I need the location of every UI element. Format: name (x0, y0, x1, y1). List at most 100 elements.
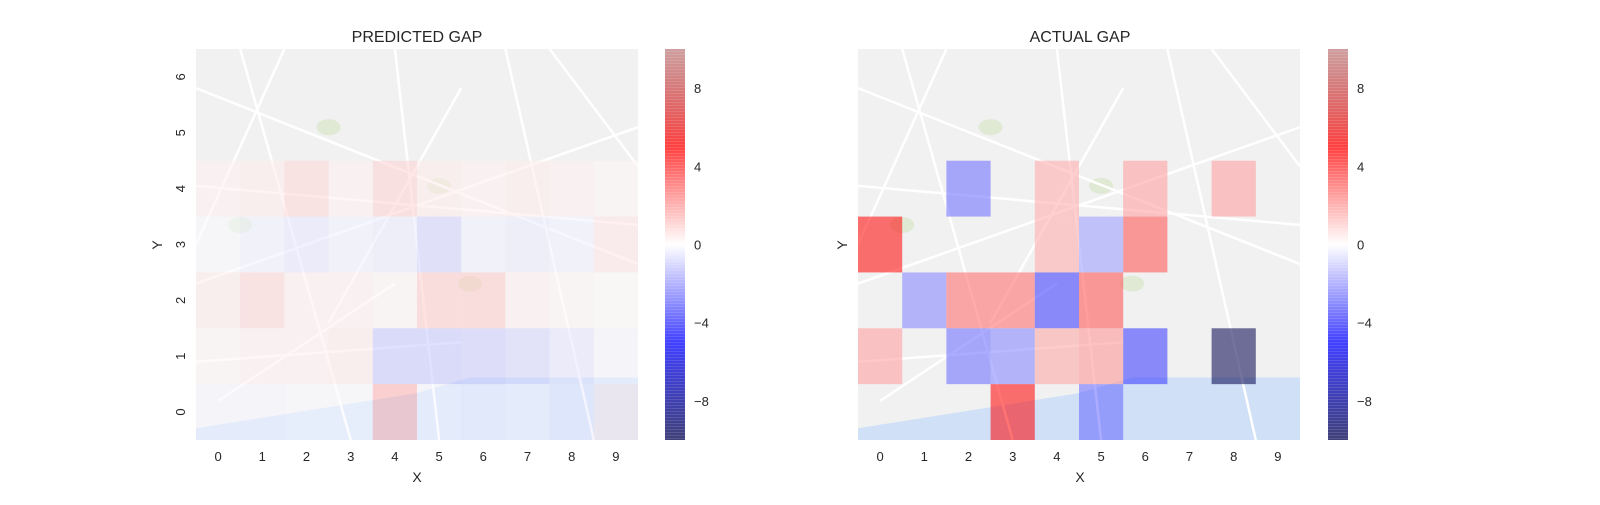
heatmap-cell-x0-y2 (196, 272, 241, 329)
heatmap-cell-x7-y1 (505, 328, 550, 385)
park-shape (316, 119, 341, 136)
heatmap-cell-x2-y0 (284, 384, 329, 440)
heatmap-cell-x3-y1 (990, 328, 1035, 385)
heatmap-cell-x1-y4 (240, 160, 285, 217)
colorbar-tick-label: −8 (694, 394, 709, 409)
colorbar-stripes (1328, 49, 1348, 440)
y-tick-label: 3 (173, 241, 188, 248)
heatmap-cell-x5-y0 (1079, 384, 1124, 440)
heatmap-cell-x5-y2 (1079, 272, 1124, 329)
heatmap-cell-x2-y4 (284, 160, 329, 217)
heatmap-cell-x3-y2 (328, 272, 373, 329)
heatmap-cell-x0-y0 (196, 384, 241, 440)
heatmap-cell-x3-y4 (328, 160, 373, 217)
colorbar-tick-label: −4 (694, 316, 709, 331)
heatmap-cell-x9-y4 (593, 160, 638, 217)
colorbar-tick-label: −8 (1357, 394, 1372, 409)
heatmap-cell-x0-y1 (858, 328, 903, 385)
heatmap-cell-x7-y3 (505, 216, 550, 273)
colorbar-tick-label: 8 (1357, 81, 1364, 96)
x-tick-label: 4 (1053, 449, 1060, 464)
x-tick-label: 6 (1142, 449, 1149, 464)
heatmap-cell-x1-y2 (902, 272, 947, 329)
colorbar-tick-label: 0 (1357, 238, 1364, 253)
heatmap-cell-x2-y2 (946, 272, 991, 329)
x-tick-label: 7 (1186, 449, 1193, 464)
heatmap-cell-x3-y0 (990, 384, 1035, 440)
x-tick-label: 2 (303, 449, 310, 464)
heatmap-cell-x8-y0 (549, 384, 594, 440)
street-line (548, 49, 638, 168)
panel-actual: ACTUAL GAP 0 1 2 3 4 5 6 7 8 9 X Y 8 4 0 −4 −8 (834, 29, 1372, 485)
heatmap-cell-x1-y0 (240, 384, 285, 440)
x-tick-label: 5 (1097, 449, 1104, 464)
heatmap-cell-x8-y1 (1211, 328, 1256, 385)
heatmap-cell-x4-y3 (372, 216, 417, 273)
heatmap-cell-x6-y0 (461, 384, 506, 440)
heatmap-cells-actual (858, 160, 1256, 440)
y-tick-label: 6 (173, 73, 188, 80)
colorbar-tick-label: 0 (694, 238, 701, 253)
heatmap-cell-x2-y3 (284, 216, 329, 273)
heatmap-cell-x5-y3 (417, 216, 462, 273)
actual-x-axis-label: X (1075, 469, 1085, 485)
x-tick-label: 6 (480, 449, 487, 464)
actual-title: ACTUAL GAP (1030, 29, 1131, 46)
heatmap-cell-x9-y1 (593, 328, 638, 385)
heatmap-cell-x4-y2 (372, 272, 417, 329)
colorbar-actual: 8 4 0 −4 −8 (1328, 49, 1372, 440)
heatmap-cell-x6-y2 (461, 272, 506, 329)
heatmap-cell-x4-y1 (1034, 328, 1079, 385)
x-tick-label: 4 (391, 449, 398, 464)
heatmap-cell-x7-y4 (505, 160, 550, 217)
heatmap-cell-x0-y3 (858, 216, 903, 273)
x-tick-labels-actual: 0 1 2 3 4 5 6 7 8 9 (876, 449, 1281, 464)
heatmap-cell-x2-y2 (284, 272, 329, 329)
heatmap-cell-x5-y2 (417, 272, 462, 329)
actual-y-axis-label: Y (834, 240, 850, 250)
heatmap-cell-x0-y4 (196, 160, 241, 217)
heatmap-cell-x2-y4 (946, 160, 991, 217)
y-tick-label: 1 (173, 353, 188, 360)
heatmap-cell-x6-y4 (1123, 160, 1168, 217)
heatmap-cell-x6-y3 (461, 216, 506, 273)
x-tick-label: 0 (214, 449, 221, 464)
x-tick-label: 5 (435, 449, 442, 464)
heatmap-cell-x1-y3 (240, 216, 285, 273)
colorbar-tick-label: 4 (694, 159, 701, 174)
y-tick-label: 0 (173, 408, 188, 415)
heatmap-cell-x7-y2 (505, 272, 550, 329)
heatmap-cell-x6-y3 (1123, 216, 1168, 273)
predicted-title: PREDICTED GAP (352, 29, 483, 46)
heatmap-cell-x5-y3 (1079, 216, 1124, 273)
y-tick-label: 4 (173, 185, 188, 192)
heatmap-cell-x3-y2 (990, 272, 1035, 329)
x-tick-label: 1 (259, 449, 266, 464)
street-line (858, 49, 948, 246)
heatmap-cell-x5-y4 (417, 160, 462, 217)
colorbar-stripes (665, 49, 685, 440)
heatmap-cell-x1-y2 (240, 272, 285, 329)
y-tick-labels-predicted: 6 5 4 3 2 1 0 (173, 73, 188, 415)
park-shape (1120, 275, 1145, 292)
x-tick-label: 8 (568, 449, 575, 464)
heatmap-cell-x3-y0 (328, 384, 373, 440)
heatmap-cell-x8-y2 (549, 272, 594, 329)
heatmap-cell-x8-y4 (1211, 160, 1256, 217)
predicted-x-axis-label: X (412, 469, 422, 485)
x-tick-label: 9 (612, 449, 619, 464)
heatmap-cell-x4-y4 (372, 160, 417, 217)
heatmap-cell-x4-y4 (1034, 160, 1079, 217)
heatmap-cell-x9-y2 (593, 272, 638, 329)
heatmap-cell-x4-y2 (1034, 272, 1079, 329)
heatmap-cell-x8-y4 (549, 160, 594, 217)
heatmap-cell-x5-y0 (417, 384, 462, 440)
heatmap-cell-x0-y3 (196, 216, 241, 273)
predicted-y-axis-label: Y (149, 240, 165, 250)
heatmap-cell-x4-y1 (372, 328, 417, 385)
heatmap-cell-x7-y0 (505, 384, 550, 440)
heatmap-cell-x4-y3 (1034, 216, 1079, 273)
y-tick-label: 2 (173, 297, 188, 304)
